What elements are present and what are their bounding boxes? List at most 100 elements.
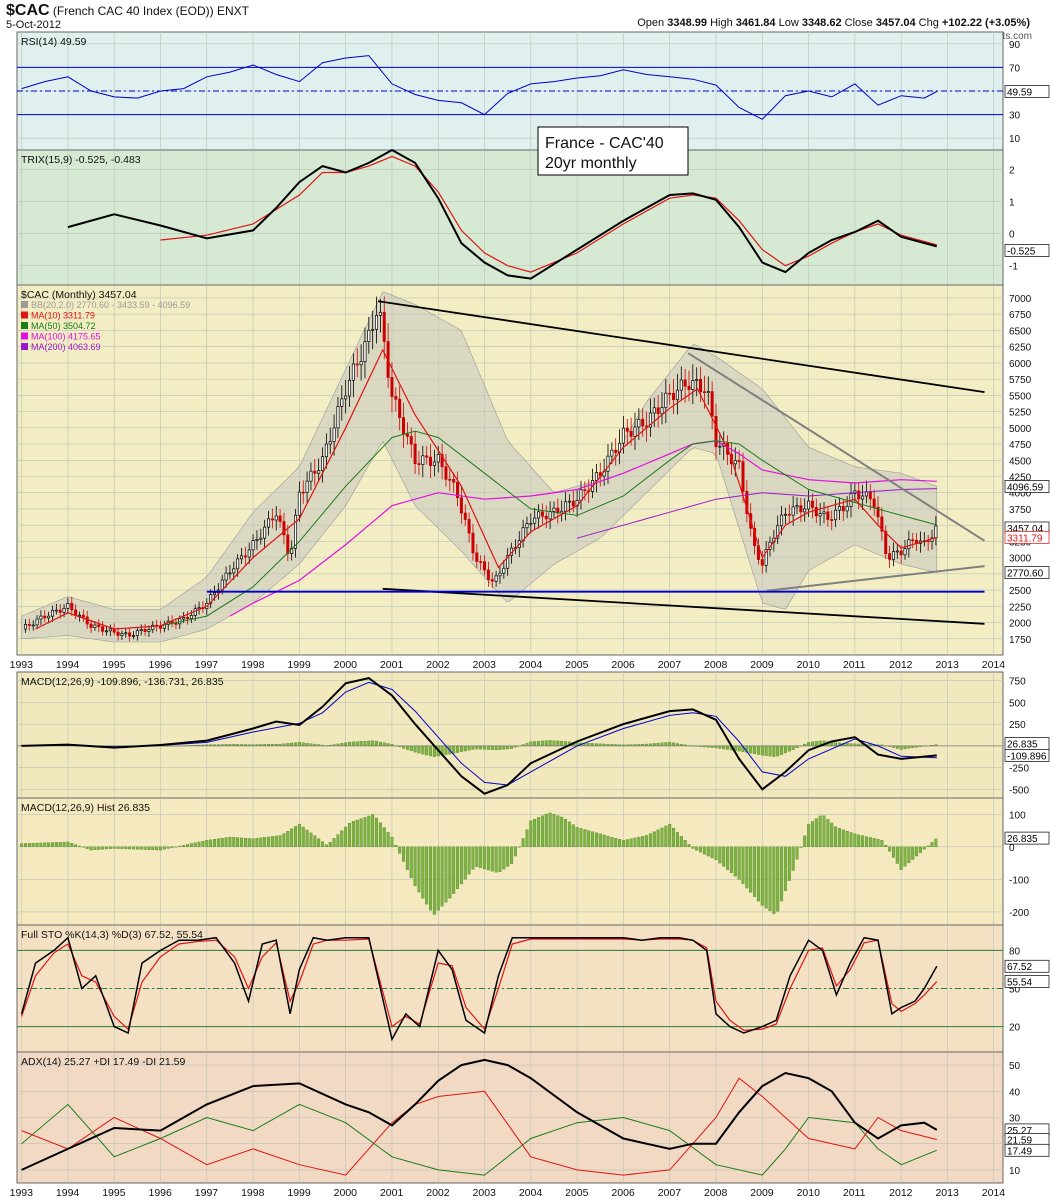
panel-title-macd_hist: MACD(12,26,9) Hist 26.835 [21, 802, 150, 814]
candle-body [452, 479, 456, 483]
hist-bar [131, 846, 135, 850]
x-tick-label-mid: 2001 [380, 659, 404, 671]
macd-histogram-bar [382, 742, 386, 747]
hist-bar [745, 846, 749, 889]
trix-last-value: -0.525 [1004, 244, 1050, 257]
hist-bar [737, 846, 741, 880]
macd-histogram-bar [899, 745, 903, 750]
macd-histogram-bar [409, 745, 413, 751]
hist-bar [830, 822, 834, 847]
hist-bar [124, 846, 128, 850]
candle-body [467, 519, 471, 534]
hist-bar [749, 846, 753, 893]
macd-histogram-bar [780, 745, 784, 755]
x-tick-label-mid: 2003 [473, 659, 497, 671]
hist-bar [556, 815, 560, 847]
x-tick-label-bottom: 1995 [102, 1187, 126, 1199]
ma50-line [160, 430, 937, 627]
candle-body [108, 628, 112, 632]
y-tick-label: 30 [1009, 111, 1021, 122]
hist-bar [672, 827, 676, 847]
hist-bar [97, 846, 101, 850]
hist-bar [934, 838, 938, 847]
candle-body [641, 418, 645, 427]
hist-bar [598, 833, 602, 847]
y-tick-label: 6000 [1009, 359, 1032, 370]
hist-bar [668, 823, 672, 847]
y-tick-label: 40 [1009, 1087, 1021, 1098]
y-tick-label: 1750 [1009, 635, 1032, 646]
sto-d-line [21, 938, 938, 1032]
macd-histogram-bar [355, 741, 359, 747]
macd-histogram-bar [475, 745, 479, 750]
symbol-name: (French CAC 40 Index (EOD)) [52, 4, 214, 18]
hist-bar [463, 846, 467, 880]
x-tick-label-mid: 2011 [843, 659, 866, 671]
hist-bar [930, 842, 934, 847]
x-tick-label-mid: 2005 [565, 659, 589, 671]
hist-bar [193, 842, 197, 847]
candle-body [857, 490, 861, 500]
candle-body [683, 379, 687, 387]
hist-bar [305, 829, 309, 847]
candle-body [486, 569, 490, 580]
hist-bar [274, 835, 278, 847]
candle-body [818, 513, 822, 517]
hist-bar [926, 845, 930, 847]
candle-body [27, 624, 31, 626]
candle-body [93, 624, 97, 628]
x-tick-label-mid: 2002 [426, 659, 450, 671]
hist-bar [791, 846, 795, 871]
y-tick-label: 0 [1009, 843, 1015, 854]
hist-bar [174, 846, 178, 848]
macd-histogram-bar [764, 745, 768, 756]
legend-swatch [21, 332, 28, 340]
hist-bar [552, 814, 556, 847]
hist-bar [189, 843, 193, 847]
hist-bar [772, 846, 776, 914]
candle-body [456, 481, 460, 499]
x-tick-label-mid: 1998 [241, 659, 265, 671]
candle-body [390, 377, 394, 397]
hist-bar [687, 844, 691, 847]
hist-bar [884, 845, 888, 847]
hist-bar [571, 824, 575, 847]
y-tick-label: 90 [1009, 40, 1021, 51]
candle-body [606, 455, 610, 472]
candle-body [367, 329, 371, 343]
hist-bar [471, 846, 475, 870]
hist-bar [891, 846, 895, 858]
macd-histogram-bar [776, 745, 780, 757]
macd-last-value-text: 26.835 [1007, 740, 1038, 751]
macd-histogram-bar [359, 741, 363, 747]
hist-bar [81, 846, 85, 848]
candle-body [459, 497, 463, 514]
hist-bar [390, 836, 394, 847]
macd-histogram-bar [772, 745, 776, 757]
macd-histogram-bar [760, 745, 764, 756]
candle-body [313, 470, 317, 474]
candle-body [884, 530, 888, 554]
candle-body [552, 507, 556, 512]
macd-histogram-bar [471, 745, 475, 750]
candle-body [903, 548, 907, 556]
hist-bar [359, 818, 363, 847]
hist-bar [162, 846, 166, 850]
hist-bar [186, 844, 190, 847]
candle-body [934, 525, 938, 539]
candle-body [297, 491, 301, 516]
candle-body [282, 521, 286, 536]
candle-body [209, 594, 213, 604]
hist-bar [479, 846, 483, 869]
legend-entry: BB(20,2.0) 2770.60 - 3433.59 - 4096.59 [31, 300, 190, 310]
macd-histogram-bar [560, 740, 564, 747]
candle-body [394, 396, 398, 400]
candle-body [837, 505, 841, 511]
x-tick-label-bottom: 2008 [704, 1187, 728, 1199]
hist-bar [876, 839, 880, 847]
hist-bar [201, 840, 205, 847]
macd-histogram-bar [834, 742, 838, 747]
y-tick-label: -200 [1009, 908, 1029, 919]
candle-body [614, 449, 618, 453]
